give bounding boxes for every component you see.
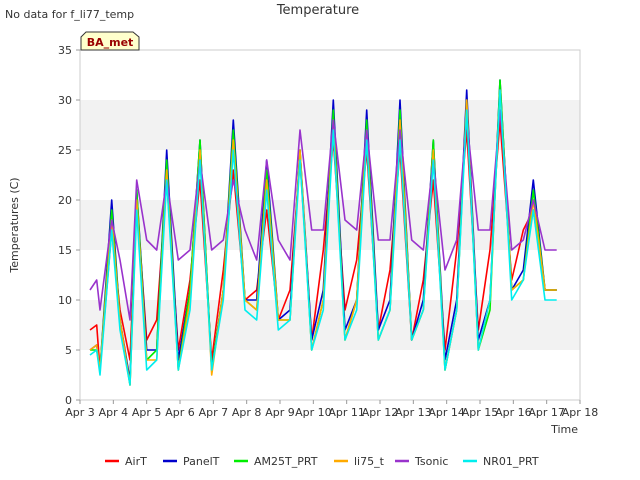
y-tick-label: 0 <box>65 394 72 407</box>
series-line-tsonic <box>89 109 557 321</box>
x-tick-label: Apr 3 <box>65 406 95 419</box>
x-tick-label: Apr 7 <box>199 406 229 419</box>
legend-label: Tsonic <box>414 455 448 468</box>
legend-label: NR01_PRT <box>483 455 539 468</box>
nodata-text: No data for f_li77_temp <box>5 8 134 21</box>
x-tick-label: Apr 5 <box>132 406 162 419</box>
x-tick-label: Apr 14 <box>428 406 465 419</box>
y-tick-label: 30 <box>58 94 72 107</box>
legend: AirT PanelT AM25T_PRT li75_t Tsonic NR01_PRT <box>105 455 539 468</box>
x-tick-label: Apr 17 <box>528 406 565 419</box>
legend-label: li75_t <box>354 455 385 468</box>
series-line-nr01-prt <box>89 89 557 386</box>
x-tick-label: Apr 18 <box>562 406 599 419</box>
site-badge-label: BA_met <box>87 36 134 49</box>
x-tick-label: Apr 11 <box>328 406 365 419</box>
x-tick-label: Apr 8 <box>232 406 262 419</box>
x-tick-label: Apr 9 <box>265 406 295 419</box>
plot-frame <box>79 49 581 401</box>
x-axis-label: Time <box>550 423 578 436</box>
x-tick-label: Apr 16 <box>495 406 532 419</box>
legend-label: PanelT <box>183 455 220 468</box>
site-badge: BA_met <box>80 31 140 51</box>
y-tick-label: 5 <box>65 344 72 357</box>
y-tick-label: 15 <box>58 244 72 257</box>
grid-band <box>80 100 580 150</box>
grid-band <box>80 200 580 250</box>
x-tick-label: Apr 4 <box>99 406 129 419</box>
y-tick-label: 35 <box>58 44 72 57</box>
y-tick-label: 25 <box>58 144 72 157</box>
x-tick-label: Apr 15 <box>462 406 499 419</box>
legend-label: AirT <box>125 455 147 468</box>
x-tick-label: Apr 13 <box>395 406 432 419</box>
grid-band <box>80 300 580 350</box>
chart-title: Temperature <box>276 3 359 18</box>
y-tick-label: 20 <box>58 194 72 207</box>
x-tick-label: Apr 6 <box>165 406 195 419</box>
y-tick-label: 10 <box>58 294 72 307</box>
legend-label: AM25T_PRT <box>254 455 318 468</box>
x-tick-label: Apr 10 <box>295 406 332 419</box>
x-tick-label: Apr 12 <box>362 406 399 419</box>
y-axis-label: Temperatures (C) <box>8 177 21 273</box>
